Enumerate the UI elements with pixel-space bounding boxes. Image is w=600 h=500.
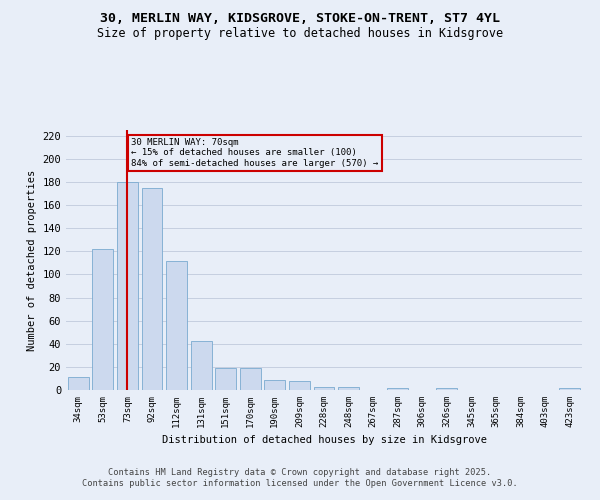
Bar — [436, 388, 457, 390]
Y-axis label: Number of detached properties: Number of detached properties — [27, 170, 37, 350]
Text: 30, MERLIN WAY, KIDSGROVE, STOKE-ON-TRENT, ST7 4YL: 30, MERLIN WAY, KIDSGROVE, STOKE-ON-TREN… — [100, 12, 500, 26]
Bar — [166, 260, 187, 390]
Bar — [559, 388, 580, 390]
X-axis label: Distribution of detached houses by size in Kidsgrove: Distribution of detached houses by size … — [161, 436, 487, 446]
Bar — [387, 388, 408, 390]
Bar — [289, 381, 310, 390]
Bar — [240, 368, 261, 390]
Bar — [265, 380, 286, 390]
Bar — [314, 386, 334, 390]
Bar — [142, 188, 163, 390]
Text: 30 MERLIN WAY: 70sqm
← 15% of detached houses are smaller (100)
84% of semi-deta: 30 MERLIN WAY: 70sqm ← 15% of detached h… — [131, 138, 379, 168]
Bar — [215, 368, 236, 390]
Bar — [338, 386, 359, 390]
Text: Size of property relative to detached houses in Kidsgrove: Size of property relative to detached ho… — [97, 28, 503, 40]
Bar — [92, 249, 113, 390]
Bar — [117, 182, 138, 390]
Bar — [191, 342, 212, 390]
Bar — [68, 378, 89, 390]
Text: Contains HM Land Registry data © Crown copyright and database right 2025.
Contai: Contains HM Land Registry data © Crown c… — [82, 468, 518, 487]
